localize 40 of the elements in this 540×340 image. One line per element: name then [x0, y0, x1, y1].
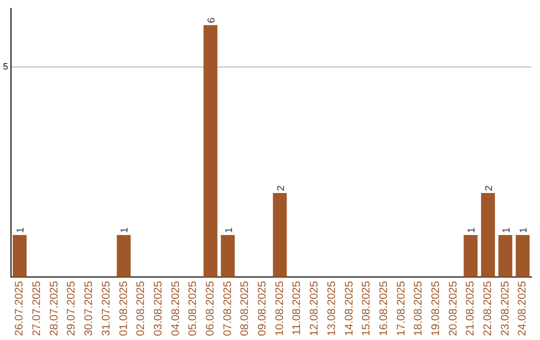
x-tick-label: 13.08.2025 [326, 280, 338, 336]
data-label: 1 [120, 226, 131, 233]
x-tick-label: 03.08.2025 [152, 280, 164, 336]
x-tick-label: 22.08.2025 [482, 280, 494, 336]
data-label: 2 [276, 185, 287, 192]
data-label: 1 [501, 226, 512, 233]
x-tick-label: 11.08.2025 [291, 280, 304, 336]
x-tick-label: 24.08.2025 [516, 280, 529, 336]
x-tick-label: 09.08.2025 [256, 280, 269, 336]
x-tick-label: 10.08.2025 [274, 280, 286, 336]
x-tick-label: 27.07.2025 [31, 280, 44, 336]
x-tick-label: 16.08.2025 [378, 280, 390, 336]
x-tick-label: 02.08.2025 [135, 280, 148, 336]
x-tick-label: 30.07.2025 [83, 280, 96, 336]
x-tick-label: 31.07.2025 [100, 280, 112, 336]
x-tick-label: 15.08.2025 [360, 280, 373, 336]
data-label: 1 [16, 226, 27, 233]
x-tick-label: 26.07.2025 [14, 280, 26, 336]
data-label: 2 [484, 185, 495, 192]
x-tick-label: 04.08.2025 [170, 280, 182, 336]
x-tick-label: 14.08.2025 [343, 280, 356, 336]
y-tick-label: 5 [2, 62, 8, 72]
data-label: 1 [466, 226, 478, 233]
data-label: 6 [206, 17, 218, 24]
data-label: 1 [224, 226, 235, 233]
x-tick-label: 05.08.2025 [187, 280, 200, 336]
x-tick-label: 07.08.2025 [222, 280, 234, 336]
x-tick-label: 19.08.2025 [430, 280, 442, 336]
x-tick-label: 29.07.2025 [66, 280, 78, 336]
x-tick-label: 08.08.2025 [239, 280, 252, 336]
x-tick-label: 12.08.2025 [308, 280, 321, 336]
data-label: 1 [518, 226, 530, 233]
x-tick-label: 06.08.2025 [204, 280, 216, 336]
x-tick-label: 01.08.2025 [118, 280, 130, 336]
x-tick-label: 21.08.2025 [464, 280, 477, 336]
x-tick-label: 17.08.2025 [395, 280, 408, 336]
x-tick-label: 20.08.2025 [447, 280, 460, 336]
x-tick-label: 28.07.2025 [48, 280, 60, 336]
x-tick-label: 18.08.2025 [412, 280, 425, 336]
x-tick-label: 23.08.2025 [499, 280, 512, 336]
